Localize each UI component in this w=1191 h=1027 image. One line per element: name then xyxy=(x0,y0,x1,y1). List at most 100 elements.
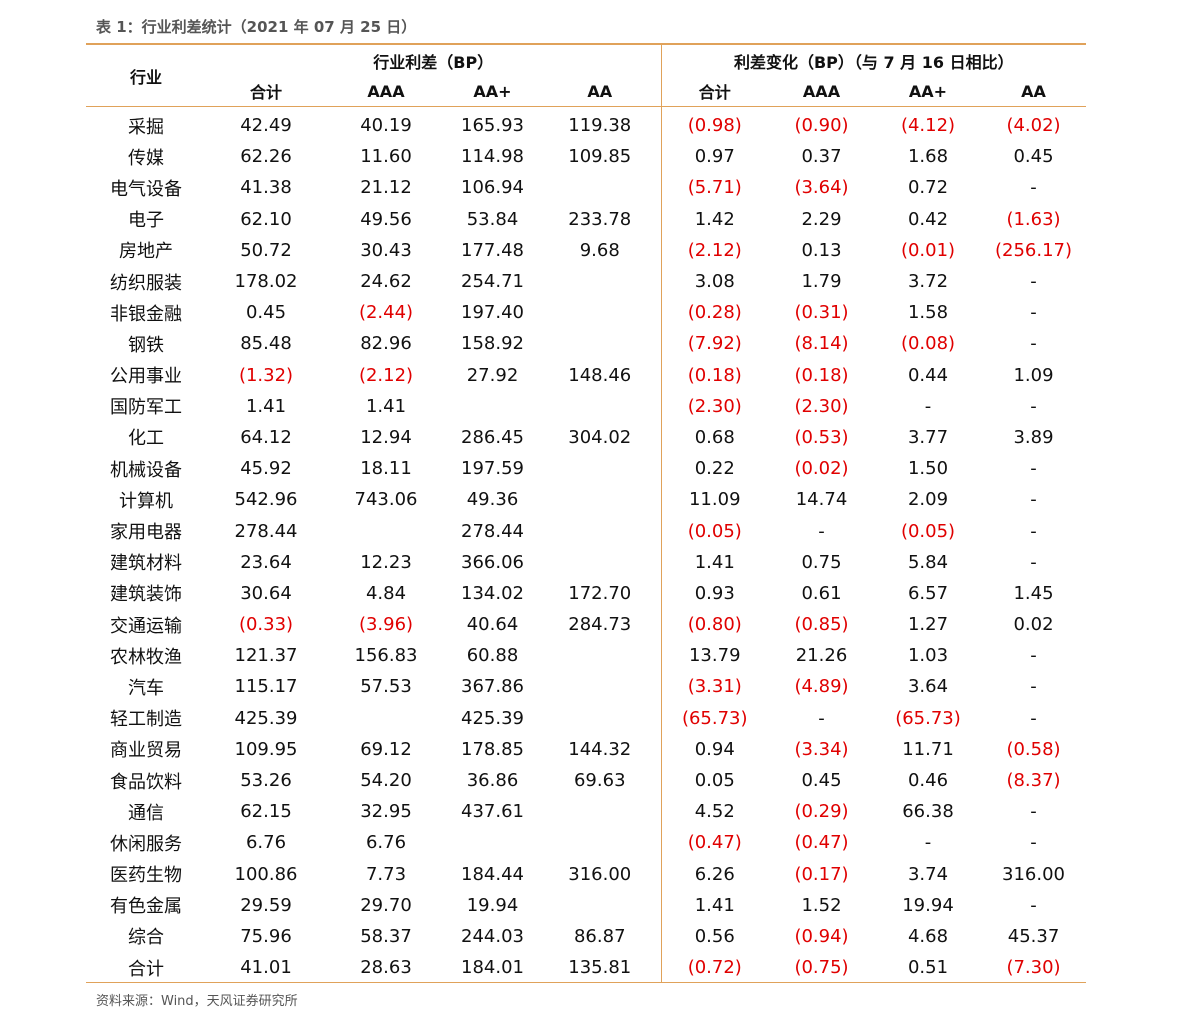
industry-name-cell: 采掘 xyxy=(128,116,164,138)
spread-aaa-cell: (2.12) xyxy=(358,364,414,386)
change-total-cell: (0.28) xyxy=(660,297,768,329)
change-aaa-cell: (3.64) xyxy=(794,177,849,199)
change-aa-cell: - xyxy=(1030,832,1037,854)
spread-aa-cell: 144.32 xyxy=(568,738,632,760)
change-aa-cell: - xyxy=(1030,707,1037,729)
spread-aa-cell xyxy=(539,453,661,484)
spread-aaplus-cell: 60.88 xyxy=(466,645,519,667)
change-aa-cell: (1.63) xyxy=(1006,208,1061,230)
spread-total-cell: 64.12 xyxy=(240,426,292,448)
industry-name-cell: 传媒 xyxy=(128,147,164,169)
spread-aa-cell: 69.63 xyxy=(573,770,626,792)
industry-name-cell: 纺织服装 xyxy=(110,272,182,294)
spread-aaa-cell: 1.41 xyxy=(365,395,407,417)
change-total-cell: 0.97 xyxy=(660,141,768,173)
table-row: 建筑材料 23.64 12.23 366.06 1.41 0.75 5.84 - xyxy=(86,546,1086,578)
change-total-cell: 13.79 xyxy=(660,640,768,672)
change-aa-cell: 0.45 xyxy=(1013,146,1054,168)
spread-aaplus-cell: 366.06 xyxy=(461,551,524,573)
spread-aaa-cell: 54.20 xyxy=(360,770,412,792)
spread-total-cell: 178.02 xyxy=(234,271,298,293)
spread-total-cell: 6.76 xyxy=(245,832,287,854)
spread-total-cell: 85.48 xyxy=(240,333,292,355)
industry-name-cell: 机械设备 xyxy=(110,459,182,481)
spread-aa-cell xyxy=(539,172,661,203)
spread-aa-cell xyxy=(539,796,661,827)
spread-aa-cell: 109.85 xyxy=(568,146,632,168)
spread-aa-cell xyxy=(539,671,661,702)
change-total-cell: (0.47) xyxy=(660,827,768,859)
spread-total-cell: 30.64 xyxy=(240,582,292,604)
spread-aaplus-cell: 36.86 xyxy=(466,770,519,792)
industry-name-cell: 有色金属 xyxy=(110,896,182,918)
industry-spread-table: 行业 行业利差（BP） 利差变化（BP）（与 7 月 16 日相比） 合计 AA… xyxy=(86,45,1087,984)
change-aa-cell: 3.89 xyxy=(1013,426,1054,448)
spread-aaa-cell: 49.56 xyxy=(360,208,412,230)
spread-aaa-cell: 57.53 xyxy=(360,676,412,698)
change-aaa-cell: (0.53) xyxy=(794,426,849,448)
spread-total-cell: 1.41 xyxy=(245,395,287,417)
change-total-cell: (0.98) xyxy=(660,106,768,142)
table-row: 汽车 115.17 57.53 367.86 (3.31) (4.89) 3.64 - xyxy=(86,671,1086,703)
spread-aaplus-cell: 278.44 xyxy=(461,520,524,542)
change-aa-cell: - xyxy=(1030,395,1037,417)
change-total-cell: (65.73) xyxy=(660,702,768,734)
change-aaplus-cell: 4.68 xyxy=(907,925,949,947)
change-aaplus-cell: 0.44 xyxy=(907,364,949,386)
spread-aaa-cell: 156.83 xyxy=(354,645,418,667)
industry-name-cell: 食品饮料 xyxy=(110,771,182,793)
change-aa-cell: 316.00 xyxy=(1002,863,1066,885)
table-row: 休闲服务 6.76 6.76 (0.47) (0.47) - - xyxy=(86,827,1086,859)
change-total-cell: (3.31) xyxy=(660,671,768,703)
change-total-cell: 0.05 xyxy=(660,764,768,797)
source-note: 资料来源：Wind，天风证券研究所 xyxy=(96,994,298,1009)
change-total-cell: (0.80) xyxy=(660,609,768,641)
table-row: 家用电器 278.44 278.44 (0.05) - (0.05) - xyxy=(86,515,1086,547)
change-aaplus-cell: 1.68 xyxy=(907,146,949,168)
industry-name-cell: 交通运输 xyxy=(110,615,182,637)
change-aaa-cell: 0.45 xyxy=(801,770,842,792)
change-aa-cell: 0.02 xyxy=(1013,614,1054,636)
spread-aaplus-cell: 49.36 xyxy=(466,489,519,511)
change-aaplus-cell: 3.72 xyxy=(907,271,949,293)
table-row: 综合 75.96 58.37 244.03 86.87 0.56 (0.94) 4.68 45.… xyxy=(86,920,1086,953)
spread-aaa-cell: 6.76 xyxy=(365,832,407,854)
spread-aaa-cell: 21.12 xyxy=(360,177,412,199)
change-aa-cell: (0.58) xyxy=(1006,738,1061,760)
change-aaa-cell: 14.74 xyxy=(795,489,848,511)
change-aa-cell: - xyxy=(1030,177,1037,199)
spread-aaplus-cell: 254.71 xyxy=(461,271,524,293)
industry-name-cell: 通信 xyxy=(128,802,164,824)
spread-aa-cell xyxy=(539,703,661,734)
change-total-cell: 1.41 xyxy=(660,889,768,921)
table-row: 有色金属 29.59 29.70 19.94 1.41 1.52 19.94 - xyxy=(86,889,1086,921)
spread-aaplus-cell: 437.61 xyxy=(461,801,524,823)
spread-aaa-cell: 28.63 xyxy=(360,957,412,979)
spread-aaa-cell: 4.84 xyxy=(365,582,407,604)
industry-name-cell: 农林牧渔 xyxy=(110,646,182,668)
spread-total-cell: (0.33) xyxy=(238,614,294,636)
table-row: 商业贸易 109.95 69.12 178.85 144.32 0.94 (3.34) 11.… xyxy=(86,733,1086,765)
subheader-spread-aa: AA xyxy=(539,76,661,107)
top-rule xyxy=(86,43,1086,45)
subheader-change-aaa: AAA xyxy=(768,76,875,107)
change-aa-cell: - xyxy=(1030,302,1037,324)
spread-total-cell: 23.64 xyxy=(240,551,292,573)
spread-aaplus-cell xyxy=(446,391,539,422)
change-aaplus-cell: 1.58 xyxy=(907,302,949,324)
spread-aaa-cell: 743.06 xyxy=(354,489,418,511)
spread-aaa-cell: 11.60 xyxy=(360,146,412,168)
change-total-cell: 1.42 xyxy=(660,203,768,235)
spread-aa-cell xyxy=(539,266,661,297)
spread-total-cell: 62.26 xyxy=(240,146,292,168)
spread-aaa-cell: (3.96) xyxy=(358,614,414,636)
industry-name-cell: 休闲服务 xyxy=(110,833,182,855)
change-aaplus-cell: 1.27 xyxy=(907,614,949,636)
header-group-spread: 行业利差（BP） xyxy=(373,52,494,72)
change-aaplus-cell: 3.64 xyxy=(907,676,949,698)
change-aa-cell: - xyxy=(1030,894,1037,916)
change-total-cell: 0.22 xyxy=(660,453,768,485)
change-aaa-cell: (4.89) xyxy=(794,676,849,698)
spread-aa-cell xyxy=(539,547,661,578)
change-aaplus-cell: 6.57 xyxy=(907,582,949,604)
